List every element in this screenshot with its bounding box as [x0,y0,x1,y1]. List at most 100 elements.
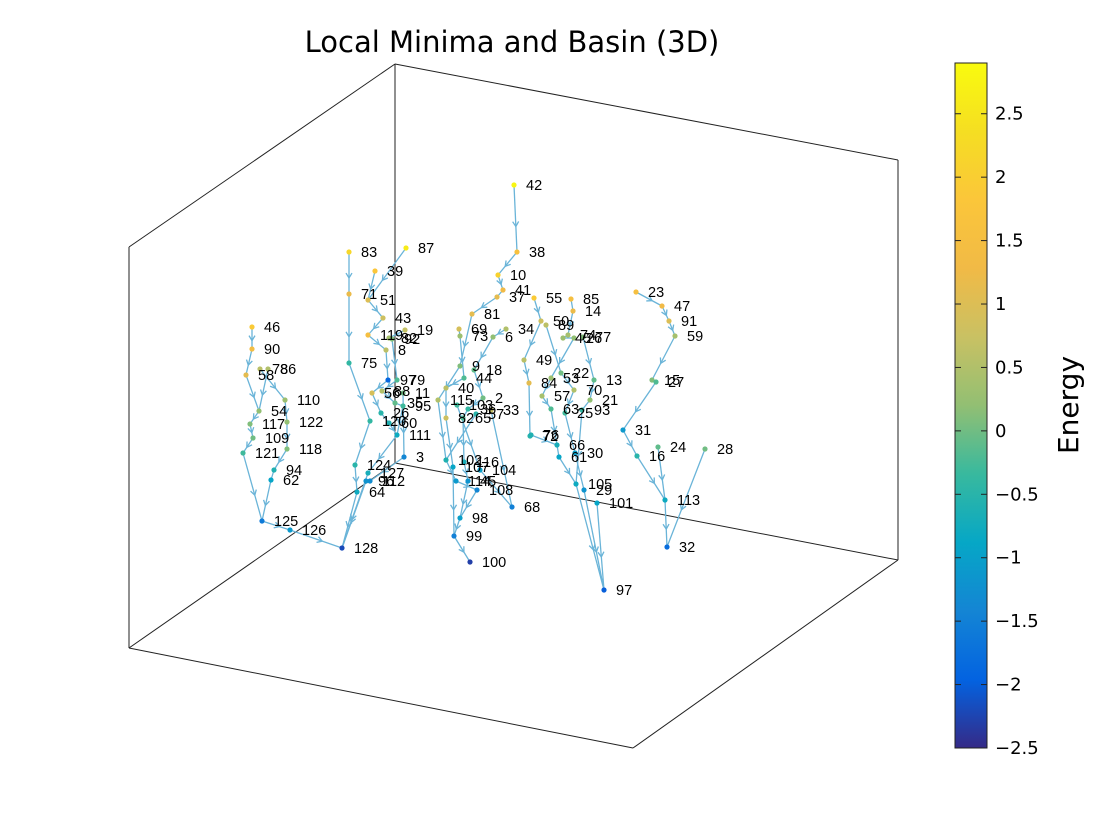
node-label: 84 [541,376,557,392]
node-point [620,427,626,433]
node-point [346,249,352,255]
node-point [480,395,486,401]
node-label: 93 [594,403,610,419]
basin-edge [664,499,668,548]
basin-edge [367,299,384,319]
node-point [249,346,255,352]
basin-edge [367,247,407,301]
edge-arrowhead [378,452,385,460]
node-label: 112 [382,474,405,490]
node-point [594,500,600,506]
basin-edge [437,365,461,401]
node-point [257,366,263,372]
basin-edge [541,377,552,397]
colorbar-tick-label: −1.5 [995,611,1039,632]
colorbar-tick-label: 0 [995,421,1006,442]
node-label: 98 [472,511,488,527]
node-point [259,518,265,524]
node-label: 13 [606,373,622,389]
node-label: 117 [262,417,285,433]
basin-edge [367,270,376,301]
node-label: 83 [361,245,377,261]
node-point [653,379,659,385]
basin-edge [473,336,494,371]
node-label: 127 [380,466,404,482]
node-point [465,406,471,412]
edge-arrowhead [248,335,256,342]
node-label: 39 [387,264,403,280]
basin-edge [596,502,605,591]
node-label: 109 [265,431,289,447]
node-point [367,478,373,484]
edge-arrowhead [393,329,401,337]
node-point [662,497,668,503]
basin-edge [558,456,577,485]
node-label: 49 [536,353,552,369]
edge-arrowhead [458,356,466,364]
colorbar-tick-label: 2 [995,167,1006,188]
node-label: 29 [596,483,612,499]
node-label: 35 [407,396,423,412]
edge-arrowhead [494,487,501,494]
node-point [560,335,566,341]
node-label: 19 [417,323,433,339]
edge-arrowhead [588,386,596,394]
edge-arrowhead [458,546,465,554]
node-label: 32 [679,540,695,556]
node-label: 85 [583,292,599,308]
edge-arrowhead [372,322,380,330]
basin-edge [523,359,530,384]
edge-arrowhead [249,391,256,399]
node-point [400,403,406,409]
basin-edge [245,374,260,412]
edge-arrowhead [273,521,281,529]
node-label: 81 [484,307,500,323]
node-point [562,410,568,416]
node-label: 89 [558,318,574,334]
edge-arrowhead [316,536,324,543]
basin-edge [259,368,286,401]
basin-edge [666,448,706,548]
edge-arrowhead [345,272,353,280]
basin-edge [497,274,504,291]
basin-edge [479,469,513,508]
colorbar-tick-label: 1.5 [995,231,1024,252]
node-label: 31 [635,423,651,439]
basin-edge [462,417,465,463]
node-point [587,397,593,403]
basin-edge [490,409,513,508]
colorbar-gradient [954,62,988,749]
node-label: 65 [475,411,491,427]
node-point [354,489,360,495]
node-point [265,366,271,372]
basin-edge [273,448,288,471]
node-label: 3 [416,450,424,466]
node-point [352,462,358,468]
basin-edge [341,491,358,549]
node-label: 73 [472,329,488,345]
basin-edge [575,409,583,485]
basin-edge [348,362,371,422]
basin-edge [635,291,663,307]
node-point [581,487,587,493]
edge-arrowhead [465,501,472,509]
node-label: 33 [503,403,519,419]
basin-edge [513,184,518,253]
basin-edge [245,348,253,376]
edge-arrowhead [259,389,267,397]
node-point [558,370,564,376]
edge-arrowhead [372,399,379,407]
basin-edge [564,389,575,414]
node-point [554,442,560,448]
node-label: 111 [409,428,431,444]
node-point [394,432,400,438]
box-edge [632,559,899,749]
node-label: 28 [717,442,733,458]
node-label: 102 [458,453,482,469]
node-label: 26 [586,331,602,347]
node-point [367,418,373,424]
edge-arrowhead [460,498,468,506]
edge-arrowhead [504,260,511,268]
